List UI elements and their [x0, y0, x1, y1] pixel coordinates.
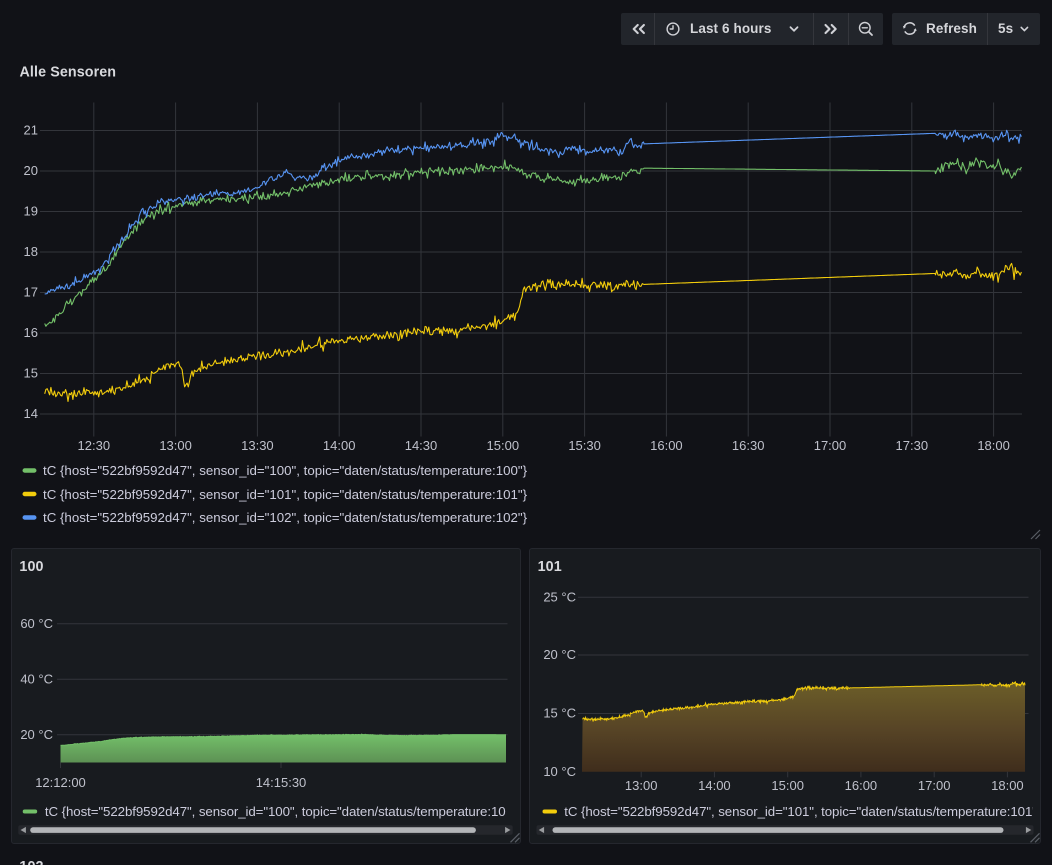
svg-text:16:00: 16:00: [845, 778, 878, 793]
svg-text:14:00: 14:00: [698, 778, 731, 793]
svg-text:10 °C: 10 °C: [543, 764, 576, 779]
svg-text:20: 20: [24, 163, 38, 178]
svg-text:16:30: 16:30: [732, 438, 765, 453]
svg-text:14:30: 14:30: [405, 438, 438, 453]
svg-text:21: 21: [24, 123, 38, 138]
svg-text:16:00: 16:00: [650, 438, 683, 453]
svg-text:14:00: 14:00: [323, 438, 356, 453]
svg-text:13:30: 13:30: [241, 438, 274, 453]
svg-text:15:30: 15:30: [568, 438, 601, 453]
svg-text:12:12:00: 12:12:00: [35, 775, 86, 790]
svg-text:40 °C: 40 °C: [20, 672, 53, 687]
svg-text:15:00: 15:00: [487, 438, 520, 453]
svg-text:25 °C: 25 °C: [543, 589, 576, 604]
svg-text:12:30: 12:30: [78, 438, 111, 453]
svg-text:17:30: 17:30: [896, 438, 929, 453]
svg-text:Alle Sensoren: Alle Sensoren: [20, 65, 117, 81]
svg-text:17:00: 17:00: [814, 438, 847, 453]
svg-text:15 °C: 15 °C: [543, 706, 576, 721]
svg-text:19: 19: [24, 204, 38, 219]
svg-text:18:00: 18:00: [977, 438, 1010, 453]
svg-text:16: 16: [24, 325, 38, 340]
svg-text:13:00: 13:00: [159, 438, 192, 453]
svg-text:20 °C: 20 °C: [20, 727, 53, 742]
svg-text:14:15:30: 14:15:30: [256, 775, 307, 790]
svg-text:13:00: 13:00: [625, 778, 658, 793]
svg-text:18: 18: [24, 244, 38, 259]
svg-text:15: 15: [24, 366, 38, 381]
svg-text:20 °C: 20 °C: [543, 647, 576, 662]
svg-text:15:00: 15:00: [771, 778, 804, 793]
svg-text:17: 17: [24, 285, 38, 300]
svg-text:17:00: 17:00: [918, 778, 951, 793]
svg-text:60 °C: 60 °C: [20, 616, 53, 631]
svg-text:101: 101: [538, 559, 562, 575]
svg-text:102: 102: [19, 859, 43, 865]
svg-text:100: 100: [19, 559, 43, 575]
svg-text:18:00: 18:00: [991, 778, 1024, 793]
svg-text:14: 14: [24, 406, 38, 421]
